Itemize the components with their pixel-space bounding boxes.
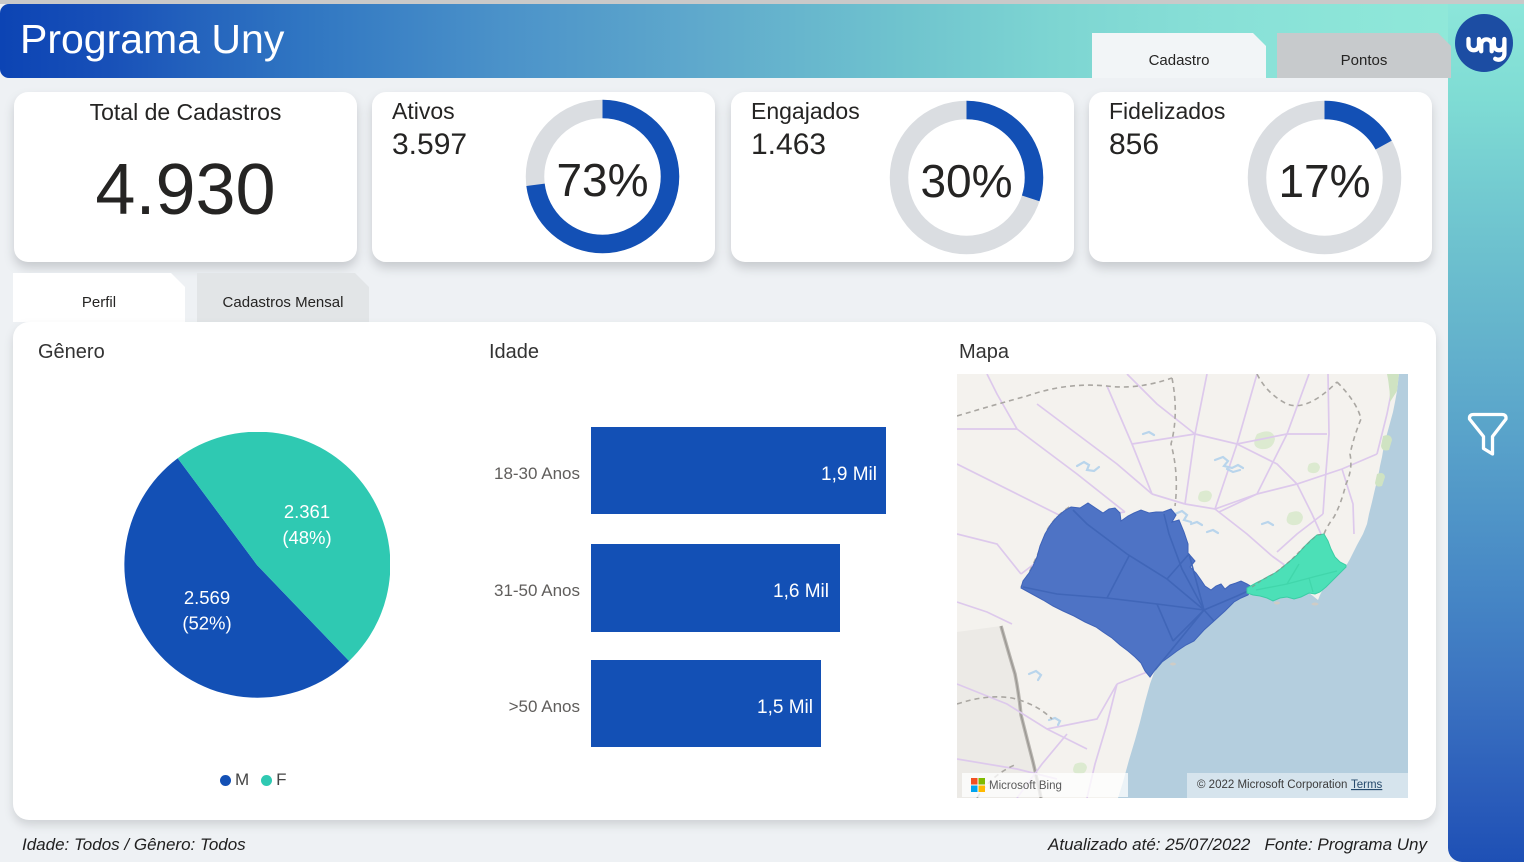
svg-text:(48%): (48%) <box>282 527 331 548</box>
svg-text:Terms: Terms <box>1351 779 1383 791</box>
svg-text:30%: 30% <box>920 155 1012 207</box>
svg-text:17%: 17% <box>1278 155 1370 207</box>
svg-text:2.569: 2.569 <box>184 587 230 608</box>
svg-text:(52%): (52%) <box>182 613 231 634</box>
svg-text:2.361: 2.361 <box>284 501 330 522</box>
svg-text:Microsoft Bing: Microsoft Bing <box>989 780 1062 792</box>
svg-text:© 2022 Microsoft Corporation: © 2022 Microsoft Corporation <box>1197 779 1347 791</box>
svg-text:73%: 73% <box>556 154 648 206</box>
